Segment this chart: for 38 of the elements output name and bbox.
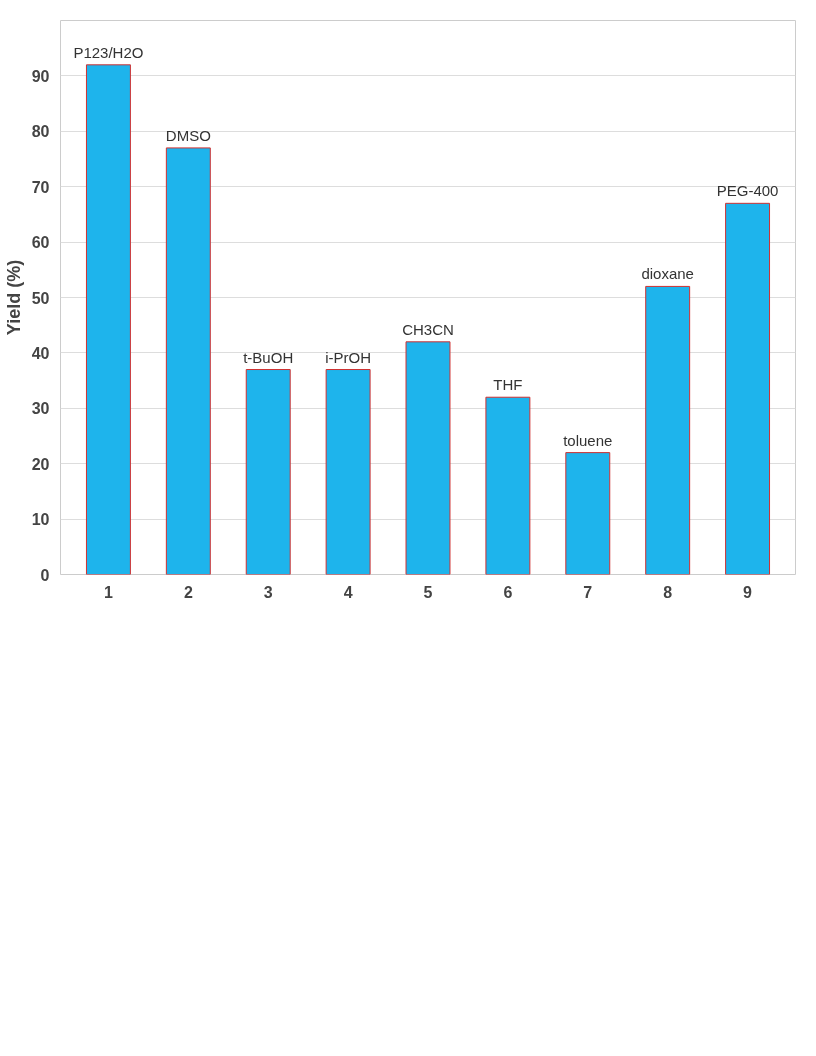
bar xyxy=(85,64,131,575)
annotation: PEG-400 xyxy=(716,182,779,200)
x-tick-label: 7 xyxy=(583,583,593,601)
y-tick-label: 60 xyxy=(31,234,50,252)
x-tick-label: 9 xyxy=(743,583,753,601)
bar xyxy=(325,369,371,575)
annotation: CH3CN xyxy=(402,320,454,338)
annotation: dioxane xyxy=(641,265,694,283)
y-tick-label: 50 xyxy=(31,289,50,307)
y-tick-label: 0 xyxy=(40,566,50,584)
x-tick-label: 3 xyxy=(263,583,273,601)
y-tick-label: 10 xyxy=(31,511,50,529)
y-tick-label: 70 xyxy=(31,178,50,196)
x-tick-label: 6 xyxy=(503,583,513,601)
bar xyxy=(245,369,291,575)
bar xyxy=(405,341,451,575)
x-tick-label: 5 xyxy=(423,583,433,601)
x-tick-label: 1 xyxy=(103,583,113,601)
annotation: toluene xyxy=(563,431,613,449)
annotation: THF xyxy=(493,376,523,394)
x-tick-label: 8 xyxy=(663,583,673,601)
annotation: t-BuOH xyxy=(243,348,294,366)
x-tick-label: 4 xyxy=(343,583,353,601)
annotation: i-PrOH xyxy=(325,348,372,366)
bar xyxy=(725,202,771,575)
y-tick-label: 90 xyxy=(31,67,50,85)
annotation: DMSO xyxy=(165,126,211,144)
annotation: P123/H2O xyxy=(73,43,144,61)
y-tick-label: 20 xyxy=(31,455,50,473)
x-tick-label: 2 xyxy=(183,583,193,601)
bar xyxy=(645,285,691,575)
y-tick-label: 40 xyxy=(31,344,50,362)
bar xyxy=(485,396,531,575)
y-tick-label: 80 xyxy=(31,123,50,141)
bar xyxy=(565,452,611,575)
bar xyxy=(165,147,211,575)
y-tick-label: 30 xyxy=(31,400,50,418)
y-axis-title: Yield (%) xyxy=(3,259,24,336)
